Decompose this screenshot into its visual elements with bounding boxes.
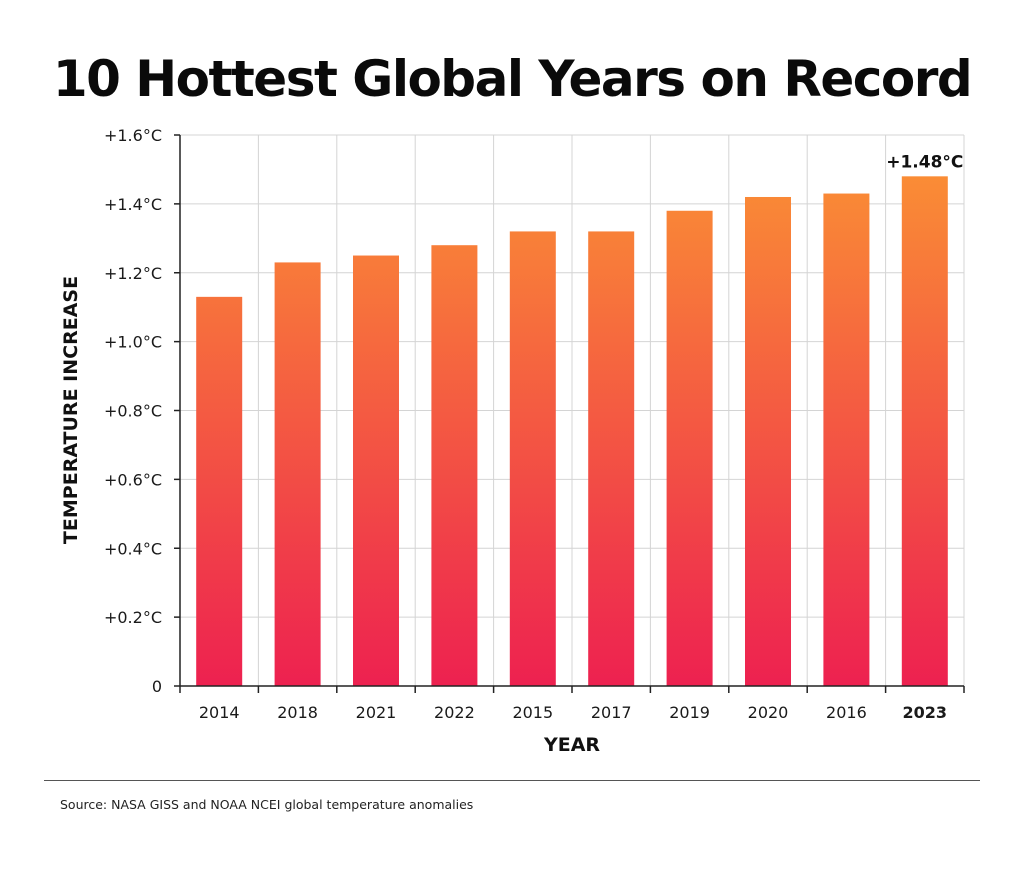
x-axis-title: YEAR [543, 734, 600, 756]
x-tick-label: 2020 [748, 703, 789, 722]
bar-2016 [823, 193, 870, 686]
bars [196, 176, 948, 687]
x-tick-label: 2016 [826, 703, 867, 722]
y-tick-label: 0 [152, 677, 162, 696]
y-axis-title: TEMPERATURE INCREASE [60, 276, 82, 544]
bar-2018 [274, 262, 321, 686]
chart-title: 10 Hottest Global Years on Record [52, 50, 973, 108]
x-tick-label: 2021 [356, 703, 397, 722]
x-tick-label: 2023 [903, 703, 948, 722]
x-tick-label: 2022 [434, 703, 475, 722]
bar-2019 [666, 210, 713, 686]
y-tick-label: +0.4°C [104, 539, 162, 558]
footer-divider [44, 780, 980, 781]
y-tick-label: +0.8°C [104, 402, 162, 421]
bar-chart: 0 +0.2°C +0.4°C +0.6°C +0.8°C +1.0°C +1.2°C +1.… [60, 126, 965, 756]
x-tick-label: 2017 [591, 703, 632, 722]
x-tick-label: 2015 [512, 703, 553, 722]
x-tick-label: 2018 [277, 703, 318, 722]
bar-2020 [745, 196, 791, 687]
bar-2015 [509, 231, 556, 687]
y-tick-label: +1.4°C [104, 195, 162, 214]
bar-2022 [431, 245, 478, 686]
bar-2023 [901, 176, 948, 686]
bar-2014 [196, 296, 243, 686]
y-tick-label: +0.2°C [104, 608, 162, 627]
bar-2017 [588, 231, 635, 687]
data-label-2023: +1.48°C [886, 152, 963, 172]
y-tick-label: +1.2°C [104, 264, 162, 283]
y-tick-label: +0.6°C [104, 470, 162, 489]
labels: 0 +0.2°C +0.4°C +0.6°C +0.8°C +1.0°C +1.2°C +1.… [104, 126, 963, 722]
y-tick-label: +1.0°C [104, 333, 162, 352]
x-tick-label: 2014 [199, 703, 240, 722]
source-note: Source: NASA GISS and NOAA NCEI global t… [60, 797, 474, 812]
x-tick-label: 2019 [669, 703, 710, 722]
bar-2021 [353, 255, 399, 686]
y-tick-label: +1.6°C [104, 126, 162, 145]
axes [174, 134, 965, 693]
